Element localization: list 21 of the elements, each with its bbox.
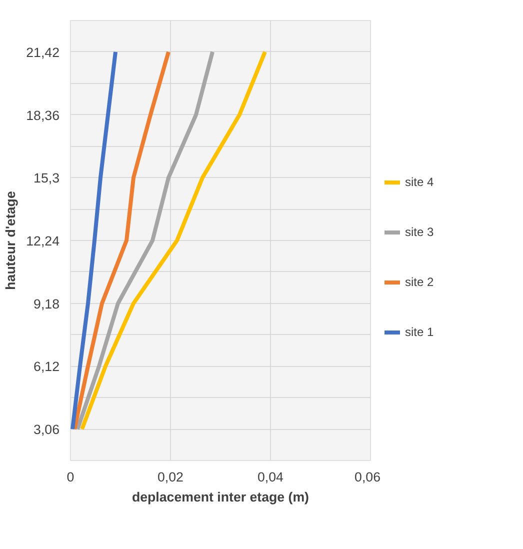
x-tick-label: 0,02 (158, 470, 184, 484)
line-series (76, 50, 214, 432)
y-tick-label: 18,36 (26, 108, 60, 123)
x-tick-label: 0 (66, 470, 74, 484)
y-tick-label: 9,18 (34, 296, 60, 312)
line-series (72, 50, 170, 432)
y-tick-label: 21,42 (26, 44, 60, 60)
y-tick-label: 6,12 (34, 359, 60, 374)
legend-label: site 2 (405, 274, 434, 288)
line-series (80, 50, 267, 432)
y-tick-label: 15,3 (34, 170, 60, 186)
legend-label: site 4 (405, 174, 434, 188)
y-axis-title: hauteur d'etage (3, 191, 18, 290)
legend-label: site 3 (405, 224, 434, 238)
line-series (70, 50, 118, 432)
y-tick-label: 12,24 (26, 234, 60, 248)
legend-label: site 1 (405, 324, 434, 338)
x-tick-label: 0,04 (258, 470, 284, 484)
y-tick-label: 3,06 (34, 422, 60, 438)
x-tick-label: 0,06 (354, 470, 381, 484)
x-axis-title: deplacement inter etage (m) (132, 490, 310, 504)
